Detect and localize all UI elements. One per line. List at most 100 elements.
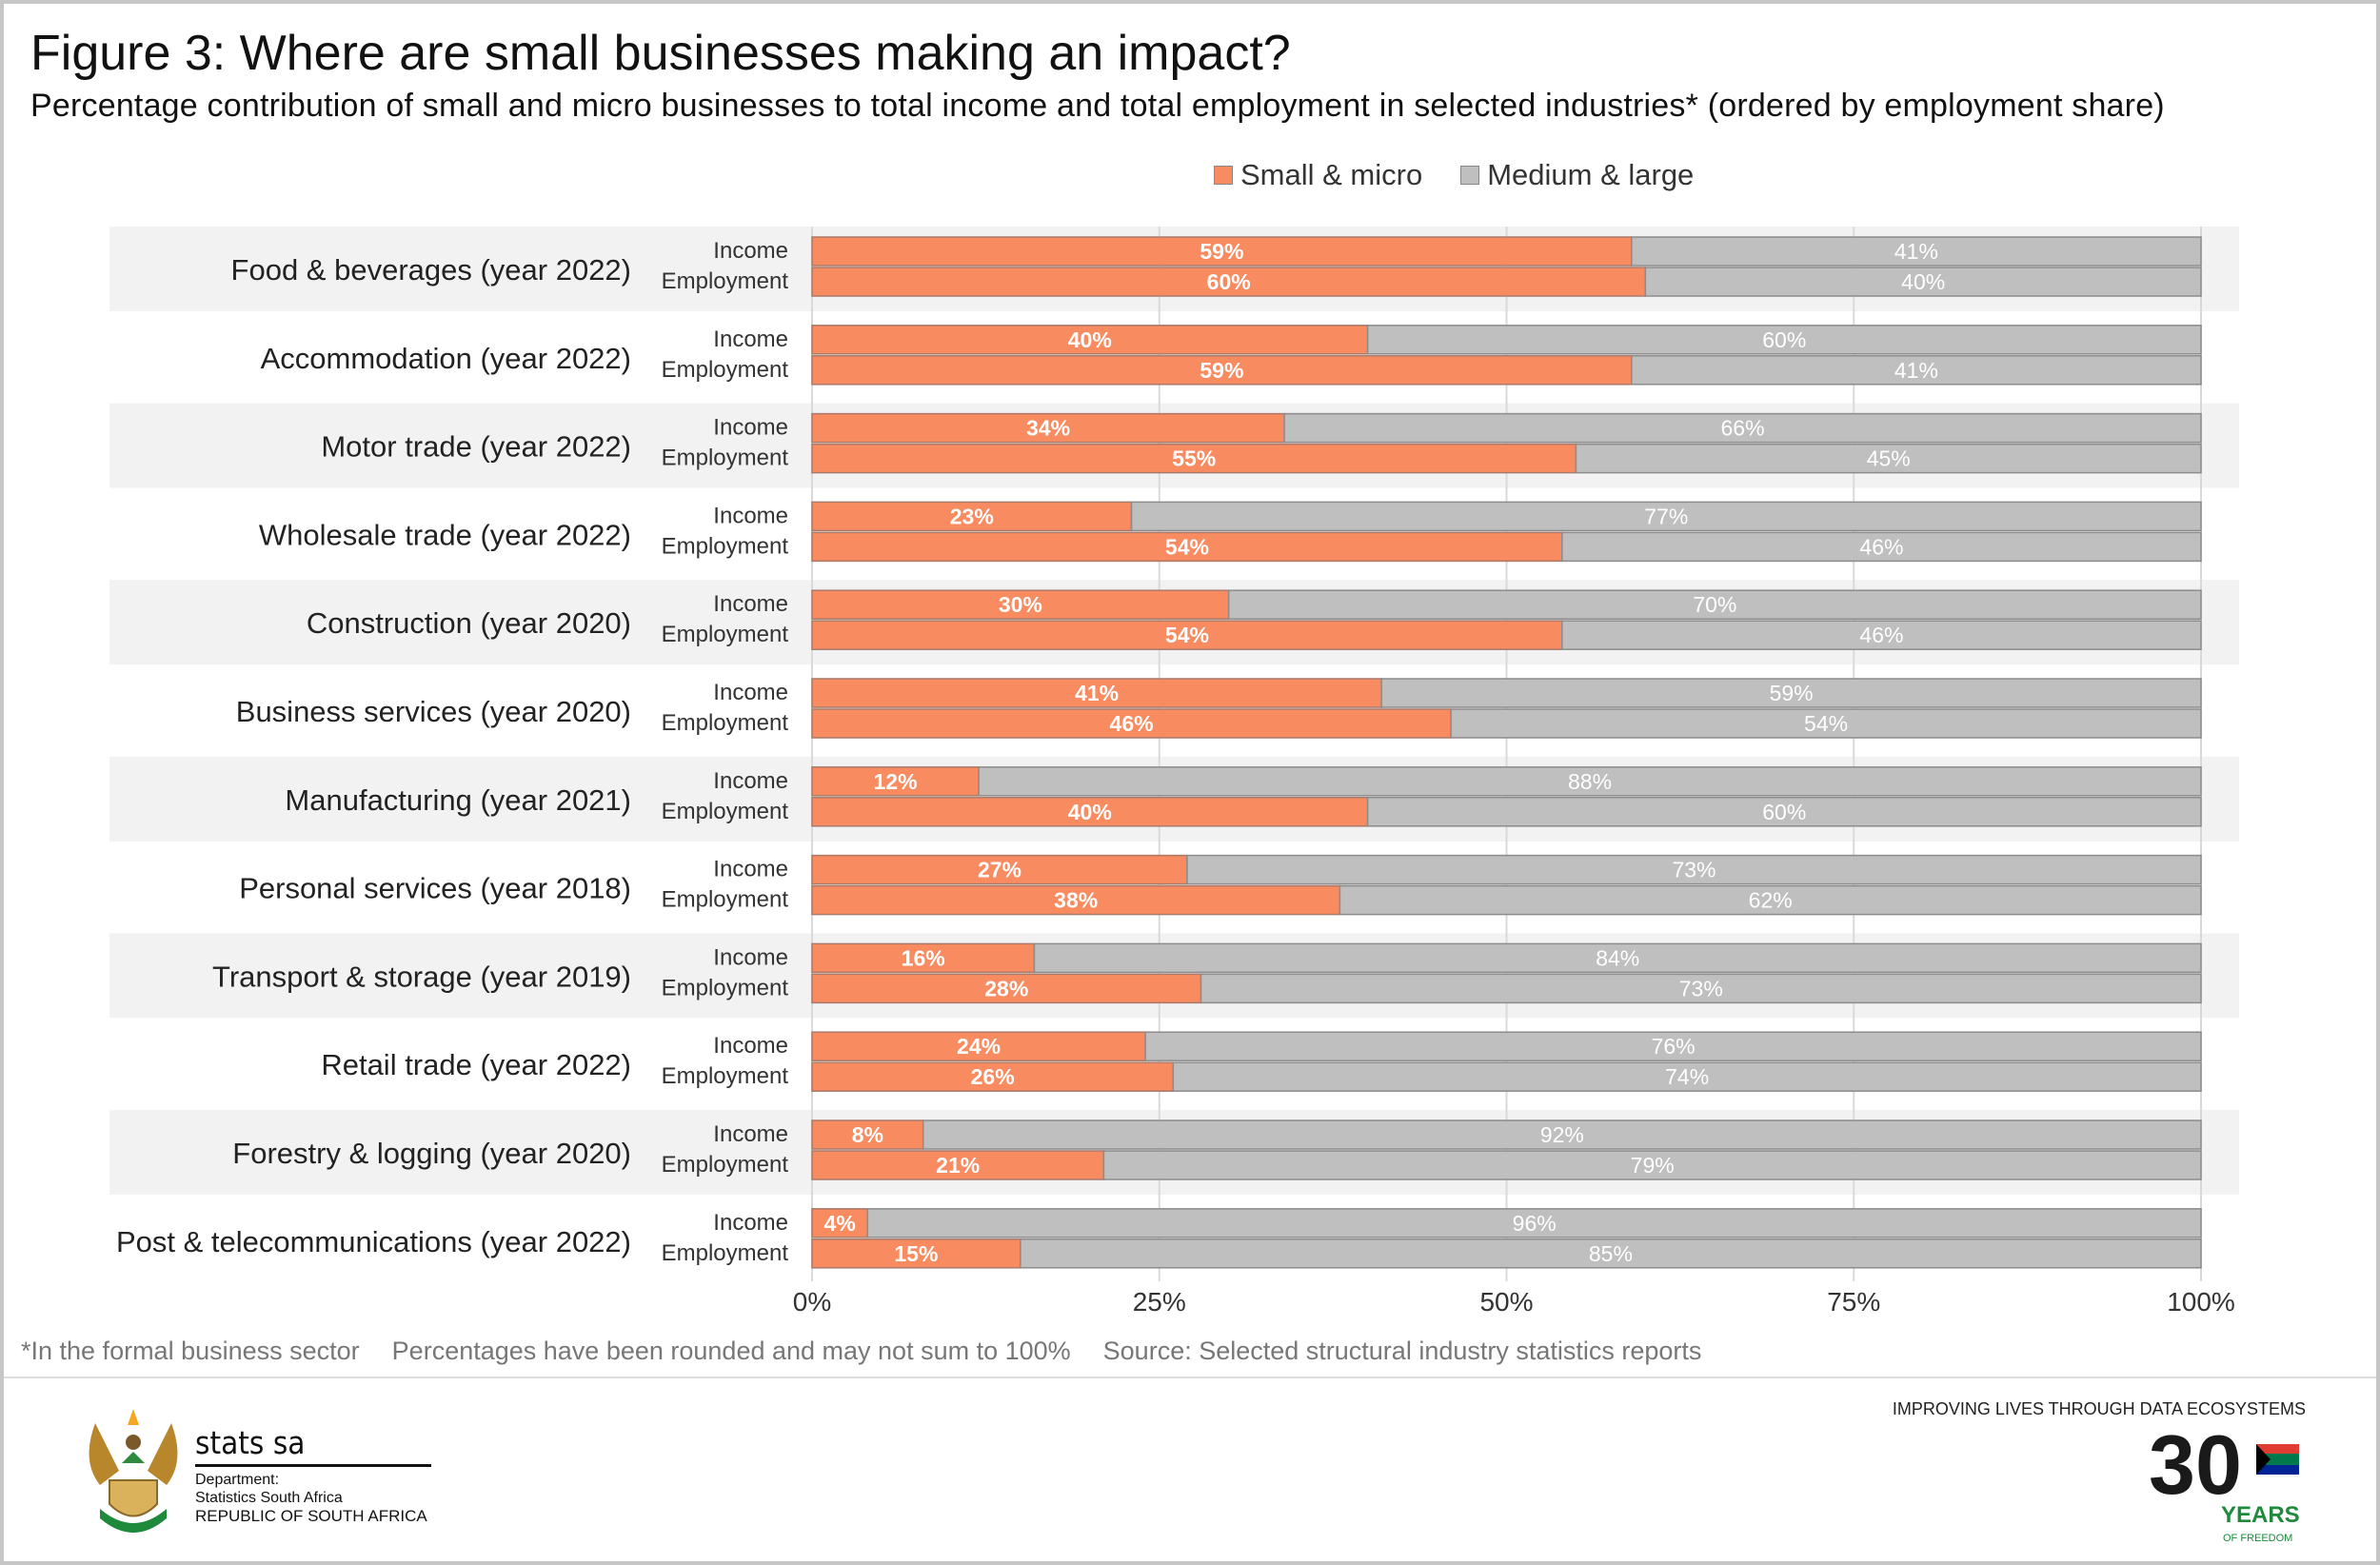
bar-small-micro-employment bbox=[811, 1150, 1105, 1180]
x-tick-label: 75% bbox=[1827, 1287, 1880, 1317]
bar-medium-large-employment bbox=[1339, 884, 2202, 916]
30-years-freedom-logo: 30 YEARS OF FREEDOM bbox=[2149, 1425, 2300, 1544]
data-label-small-micro: 4% bbox=[824, 1211, 856, 1236]
data-label-small-micro: 40% bbox=[1068, 327, 1112, 352]
data-label-medium-large: 60% bbox=[1762, 327, 1806, 352]
employment-label: Employment bbox=[662, 1152, 789, 1178]
data-label-medium-large: 46% bbox=[1859, 623, 1903, 647]
bar-medium-large-income bbox=[1033, 942, 2202, 974]
data-label-medium-large: 46% bbox=[1859, 534, 1903, 559]
x-tick-label: 0% bbox=[793, 1287, 831, 1317]
bar-medium-large-employment bbox=[1561, 620, 2202, 650]
data-label-medium-large: 74% bbox=[1665, 1064, 1709, 1089]
bar-medium-large-income bbox=[1631, 236, 2202, 267]
dept-label: Department: bbox=[195, 1472, 280, 1488]
x-tick-label: 25% bbox=[1133, 1287, 1186, 1317]
data-label-medium-large: 54% bbox=[1804, 711, 1848, 736]
bar-medium-large-employment bbox=[1575, 443, 2202, 474]
bar-small-micro-employment bbox=[811, 355, 1633, 386]
income-label: Income bbox=[713, 1121, 788, 1147]
bar-small-micro-income bbox=[811, 501, 1133, 532]
data-label-small-micro: 38% bbox=[1054, 888, 1098, 913]
wordmark-underline bbox=[195, 1464, 431, 1467]
employment-label: Employment bbox=[662, 1063, 789, 1089]
legend: Small & micro Medium & large bbox=[1214, 158, 1694, 192]
bar-medium-large-employment bbox=[1020, 1238, 2202, 1269]
bar-medium-large-employment bbox=[1631, 355, 2202, 386]
data-label-medium-large: 73% bbox=[1679, 976, 1723, 1000]
footnotes: *In the formal business sector Percentag… bbox=[21, 1337, 1701, 1366]
income-label: Income bbox=[713, 1033, 788, 1059]
data-label-medium-large: 40% bbox=[1901, 269, 1945, 294]
data-label-small-micro: 27% bbox=[978, 858, 1021, 882]
income-label: Income bbox=[713, 238, 788, 264]
bar-chart: 0% 25% 50% 75% 100% Food & beverages (year 20… bbox=[109, 227, 2239, 1317]
data-label-medium-large: 88% bbox=[1568, 769, 1612, 794]
data-label-medium-large: 62% bbox=[1749, 888, 1793, 913]
income-label: Income bbox=[713, 591, 788, 617]
legend-item-small-micro: Small & micro bbox=[1214, 158, 1422, 192]
footnote-source: Source: Selected structural industry sta… bbox=[1102, 1337, 1702, 1365]
bar-medium-large-employment bbox=[1561, 531, 2202, 563]
logo-years: YEARS bbox=[2221, 1502, 2300, 1528]
employment-label: Employment bbox=[662, 533, 789, 559]
bar-medium-large-income bbox=[1144, 1031, 2202, 1061]
bar-small-micro-employment bbox=[811, 267, 1647, 297]
data-label-small-micro: 46% bbox=[1110, 711, 1154, 736]
data-label-small-micro: 59% bbox=[1200, 239, 1243, 264]
data-label-medium-large: 41% bbox=[1894, 358, 1938, 383]
data-label-small-micro: 24% bbox=[957, 1034, 1001, 1059]
data-label-medium-large: 73% bbox=[1672, 858, 1716, 882]
bar-small-micro-income bbox=[811, 412, 1285, 444]
bar-small-micro-income bbox=[811, 766, 980, 797]
employment-label: Employment bbox=[662, 622, 789, 647]
employment-label: Employment bbox=[662, 357, 789, 383]
bar-medium-large-income bbox=[1380, 678, 2202, 708]
bar-small-micro-income bbox=[811, 942, 1036, 974]
bar-medium-large-income bbox=[1283, 412, 2202, 444]
data-label-medium-large: 70% bbox=[1693, 592, 1736, 617]
employment-label: Employment bbox=[662, 887, 789, 913]
income-label: Income bbox=[713, 327, 788, 352]
footnote-rounding: Percentages have been rounded and may no… bbox=[391, 1337, 1071, 1365]
income-label: Income bbox=[713, 944, 788, 970]
employment-label: Employment bbox=[662, 446, 789, 471]
coat-of-arms-logo bbox=[89, 1409, 178, 1533]
footnote-formal-sector: *In the formal business sector bbox=[21, 1337, 360, 1365]
data-label-small-micro: 41% bbox=[1075, 681, 1119, 705]
income-label: Income bbox=[713, 415, 788, 441]
category-label: Forestry & logging (year 2020) bbox=[232, 1137, 631, 1170]
data-label-medium-large: 84% bbox=[1596, 945, 1639, 970]
data-label-small-micro: 59% bbox=[1200, 358, 1243, 383]
category-label: Personal services (year 2018) bbox=[239, 872, 631, 905]
bar-small-micro-income bbox=[811, 1031, 1146, 1061]
category-label: Motor trade (year 2022) bbox=[321, 430, 631, 464]
data-label-small-micro: 26% bbox=[971, 1064, 1015, 1089]
data-label-small-micro: 28% bbox=[984, 976, 1028, 1000]
data-label-medium-large: 92% bbox=[1540, 1122, 1584, 1147]
stats-sa-wordmark: stats sa bbox=[195, 1424, 306, 1461]
logo-number: 30 bbox=[2149, 1425, 2242, 1512]
legend-item-medium-large: Medium & large bbox=[1460, 158, 1694, 192]
bar-medium-large-employment bbox=[1644, 267, 2202, 297]
category-label: Food & beverages (year 2022) bbox=[231, 253, 631, 287]
bar-medium-large-income bbox=[1227, 589, 2202, 620]
org-name: Statistics South Africa bbox=[195, 1490, 343, 1506]
data-label-small-micro: 8% bbox=[852, 1122, 883, 1147]
data-label-small-micro: 55% bbox=[1172, 446, 1216, 471]
department-text: Department: Statistics South Africa REPU… bbox=[195, 1471, 427, 1526]
bar-medium-large-income bbox=[1366, 325, 2202, 355]
footer-divider bbox=[4, 1377, 2376, 1378]
data-label-small-micro: 54% bbox=[1165, 623, 1209, 647]
data-label-small-micro: 40% bbox=[1068, 800, 1112, 824]
employment-label: Employment bbox=[662, 975, 789, 1000]
bar-small-micro-employment bbox=[811, 884, 1341, 916]
data-label-medium-large: 96% bbox=[1513, 1211, 1557, 1236]
data-label-small-micro: 12% bbox=[874, 769, 918, 794]
data-label-medium-large: 41% bbox=[1894, 239, 1938, 264]
category-label: Construction (year 2020) bbox=[307, 606, 631, 640]
data-label-medium-large: 76% bbox=[1652, 1034, 1696, 1059]
employment-label: Employment bbox=[662, 710, 789, 736]
data-label-medium-large: 85% bbox=[1589, 1241, 1633, 1266]
legend-swatch-small-micro bbox=[1214, 166, 1233, 185]
